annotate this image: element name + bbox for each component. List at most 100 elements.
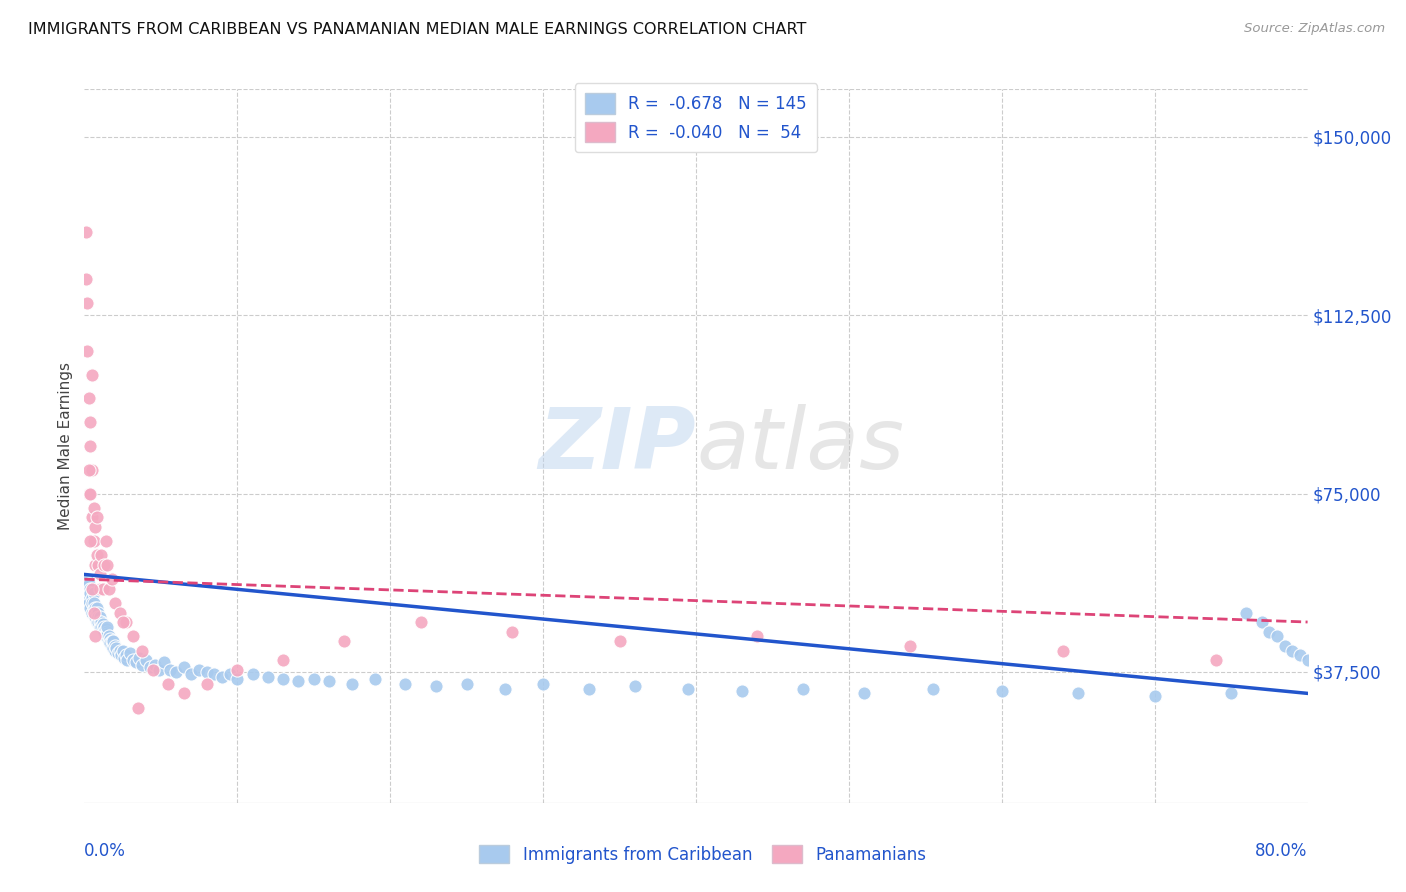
Point [425, 679, 447, 693]
Point [1265, 629, 1288, 643]
Point [91, 582, 114, 596]
Point [83, 586, 105, 600]
Point [90, 620, 112, 634]
Legend: Immigrants from Caribbean, Panamanians: Immigrants from Caribbean, Panamanians [472, 838, 934, 871]
Point [409, 615, 432, 629]
Point [1067, 686, 1090, 700]
Point [96, 558, 118, 572]
Point [287, 674, 309, 689]
Point [105, 641, 128, 656]
Point [86, 600, 108, 615]
Point [188, 663, 211, 677]
Point [90, 549, 112, 563]
Point [922, 681, 945, 696]
Point [86, 606, 108, 620]
Point [94, 534, 117, 549]
Point [242, 667, 264, 681]
Point [165, 665, 187, 679]
Point [83, 600, 105, 615]
Point [83, 606, 105, 620]
Point [94, 622, 117, 636]
Point [502, 624, 524, 639]
Point [103, 634, 125, 648]
Point [578, 681, 600, 696]
Point [226, 663, 249, 677]
Point [1052, 643, 1074, 657]
Point [135, 653, 157, 667]
Text: 0.0%: 0.0% [84, 842, 127, 860]
Point [77, 392, 100, 406]
Point [114, 648, 136, 663]
Point [1274, 639, 1296, 653]
Point [153, 656, 176, 670]
Point [1205, 653, 1227, 667]
Point [76, 591, 98, 606]
Point [87, 615, 110, 629]
Point [195, 677, 218, 691]
Point [96, 620, 118, 634]
Point [731, 684, 754, 698]
Point [97, 634, 120, 648]
Point [80, 463, 103, 477]
Point [1236, 606, 1258, 620]
Point [211, 670, 233, 684]
Point [91, 617, 114, 632]
Point [77, 577, 100, 591]
Point [89, 620, 111, 634]
Y-axis label: Median Male Earnings: Median Male Earnings [58, 362, 73, 530]
Point [159, 663, 181, 677]
Point [218, 667, 240, 681]
Point [131, 657, 153, 672]
Point [86, 510, 108, 524]
Text: 80.0%: 80.0% [1256, 842, 1308, 860]
Point [104, 596, 127, 610]
Point [80, 591, 103, 606]
Point [364, 672, 387, 686]
Point [202, 667, 225, 681]
Point [143, 657, 166, 672]
Point [104, 639, 127, 653]
Point [86, 615, 108, 629]
Point [86, 549, 108, 563]
Point [75, 582, 97, 596]
Point [112, 650, 135, 665]
Point [83, 596, 105, 610]
Point [340, 677, 363, 691]
Point [79, 600, 101, 615]
Point [609, 634, 631, 648]
Point [79, 415, 101, 429]
Point [80, 582, 103, 596]
Point [110, 648, 132, 663]
Point [80, 510, 103, 524]
Point [101, 639, 124, 653]
Point [89, 582, 111, 596]
Text: IMMIGRANTS FROM CARIBBEAN VS PANAMANIAN MEDIAN MALE EARNINGS CORRELATION CHART: IMMIGRANTS FROM CARIBBEAN VS PANAMANIAN … [28, 22, 807, 37]
Point [84, 629, 107, 643]
Point [79, 486, 101, 500]
Point [148, 663, 170, 677]
Point [76, 572, 98, 586]
Point [271, 653, 294, 667]
Point [103, 641, 125, 656]
Point [98, 632, 121, 646]
Point [1250, 615, 1272, 629]
Point [77, 486, 100, 500]
Point [84, 520, 107, 534]
Point [96, 624, 118, 639]
Point [257, 670, 280, 684]
Point [93, 624, 115, 639]
Point [84, 558, 107, 572]
Point [111, 643, 134, 657]
Point [108, 606, 131, 620]
Point [142, 663, 165, 677]
Point [89, 615, 111, 629]
Point [157, 677, 180, 691]
Point [93, 558, 115, 572]
Point [226, 672, 249, 686]
Point [87, 606, 110, 620]
Point [494, 681, 516, 696]
Point [1143, 689, 1166, 703]
Point [1289, 648, 1312, 663]
Point [195, 665, 218, 679]
Point [79, 586, 101, 600]
